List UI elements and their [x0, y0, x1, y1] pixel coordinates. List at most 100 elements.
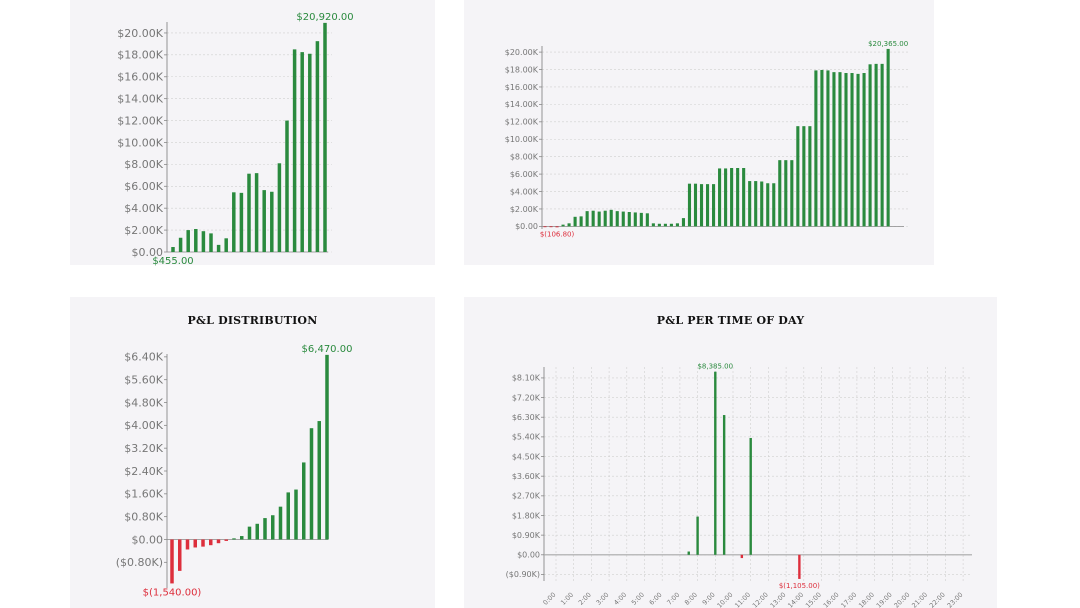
y-tick-label: $3.60K	[512, 472, 541, 481]
chart-bar	[178, 539, 182, 571]
chart-bar	[315, 41, 320, 252]
chart-bar	[573, 216, 577, 227]
y-tick-label: $14.00K	[505, 100, 539, 109]
max-value-label: $20,365.00	[868, 40, 908, 48]
chart-bar	[687, 551, 690, 555]
chart-panel-time-of-day: P&L PER TIME OF DAY ($0.90K) $0.00 $0.90K $…	[464, 297, 997, 608]
chart-bar	[633, 212, 637, 227]
chart-bar	[591, 210, 595, 227]
chart-bar	[171, 247, 175, 252]
chart-bar	[615, 211, 619, 227]
y-tick-label: $4.80K	[124, 396, 163, 409]
chart-bar	[209, 539, 213, 546]
chart-bar	[736, 168, 740, 227]
chart-bar	[802, 126, 806, 227]
chart-bar	[687, 183, 692, 227]
x-tick-label: 12:00	[751, 591, 770, 608]
y-tick-label: $0.00	[132, 533, 164, 546]
chart-bar	[669, 223, 673, 227]
chart-bar	[185, 539, 190, 550]
chart-bar	[790, 160, 794, 227]
x-tick-label: 6:00	[648, 591, 664, 607]
chart-bar	[224, 539, 228, 541]
chart-svg-cumulative-trades: $0.00 $2.00K $4.00K $6.00K $8.00K $10.00K $12.…	[505, 40, 908, 238]
x-tick-label: 1:00	[559, 591, 575, 607]
chart-bar	[216, 244, 221, 252]
chart-bar	[850, 73, 854, 227]
y-tick-label: $4.00K	[124, 419, 163, 432]
y-tick-label: $18.00K	[117, 49, 163, 62]
chart-bar	[714, 371, 717, 555]
chart-bar	[749, 437, 752, 555]
chart-bar	[254, 173, 259, 252]
chart-bar	[232, 192, 236, 252]
chart-bar	[681, 218, 686, 227]
x-tick-label: 21:00	[910, 591, 929, 608]
chart-bar	[323, 22, 327, 252]
chart-bar	[567, 223, 571, 227]
x-tick-label: 16:00	[822, 591, 841, 608]
chart-bar	[239, 192, 244, 252]
chart-svg-pnl-distribution: ($0.80K) $0.00 $0.80K $1.60K $2.40K $3.20K $4.…	[116, 344, 353, 599]
chart-bar	[292, 49, 297, 252]
y-tick-label: $0.00	[132, 246, 164, 259]
y-tick-label: $6.00K	[510, 170, 539, 179]
chart-bar	[784, 160, 788, 227]
chart-bar	[663, 223, 667, 227]
chart-bar	[772, 183, 776, 227]
min-value-label: $(1,105.00)	[779, 582, 820, 590]
chart-bar	[309, 428, 314, 540]
y-tick-label: $5.60K	[124, 374, 163, 387]
min-value-label: $455.00	[152, 256, 193, 267]
chart-bar	[277, 163, 282, 252]
chart-bar	[651, 223, 655, 227]
chart-bar	[325, 354, 329, 540]
chart-bar	[657, 223, 661, 227]
x-tick-label: 8:00	[683, 591, 699, 607]
chart-bar	[224, 238, 228, 252]
min-value-label: $(106.80)	[540, 230, 575, 238]
chart-bar	[585, 211, 589, 227]
y-tick-label: $14.00K	[117, 93, 163, 106]
y-tick-label: $2.40K	[124, 465, 163, 478]
chart-bar	[868, 64, 872, 227]
chart-bar	[754, 181, 758, 227]
y-tick-label: $5.40K	[512, 433, 541, 442]
y-tick-label: $4.00K	[510, 187, 539, 196]
chart-bar	[194, 229, 198, 252]
chart-bar	[722, 415, 726, 555]
chart-bar	[730, 168, 734, 227]
chart-bar	[317, 421, 321, 540]
chart-bar	[597, 211, 601, 227]
chart-bar	[216, 539, 221, 544]
chart-bar	[543, 226, 547, 228]
x-tick-label: 3:00	[595, 591, 611, 607]
chart-bar	[302, 462, 306, 540]
chart-svg-cumulative-daily: $0.00 $2.00K $4.00K $6.00K $8.00K $10.00K $12.…	[117, 12, 353, 267]
chart-bar	[555, 226, 559, 228]
chart-bar	[808, 126, 812, 227]
chart-bar	[778, 160, 782, 227]
x-tick-label: 19:00	[875, 591, 894, 608]
y-tick-label: $0.00	[515, 222, 538, 231]
x-tick-label: 5:00	[630, 591, 646, 607]
chart-svg-time-of-day: ($0.90K) $0.00 $0.90K $1.80K $2.70K $3.60K $4.…	[506, 363, 972, 608]
x-tick-label: 2:00	[577, 591, 593, 607]
x-tick-label: 9:00	[701, 591, 717, 607]
y-tick-label: $4.00K	[124, 202, 163, 215]
chart-bar	[549, 226, 553, 228]
y-tick-label: $12.00K	[505, 118, 539, 127]
chart-bar	[705, 184, 710, 227]
y-tick-label: $10.00K	[505, 135, 539, 144]
chart-bar	[255, 523, 259, 540]
chart-bar	[796, 126, 800, 227]
chart-bar	[201, 231, 206, 252]
chart-bar	[712, 184, 716, 227]
y-tick-label: $16.00K	[117, 71, 163, 84]
chart-bar	[294, 489, 298, 540]
y-tick-label: $2.70K	[512, 492, 541, 501]
chart-bar	[699, 184, 704, 227]
chart-bar	[240, 536, 244, 540]
x-tick-label: 13:00	[769, 591, 788, 608]
chart-bar	[286, 492, 290, 540]
